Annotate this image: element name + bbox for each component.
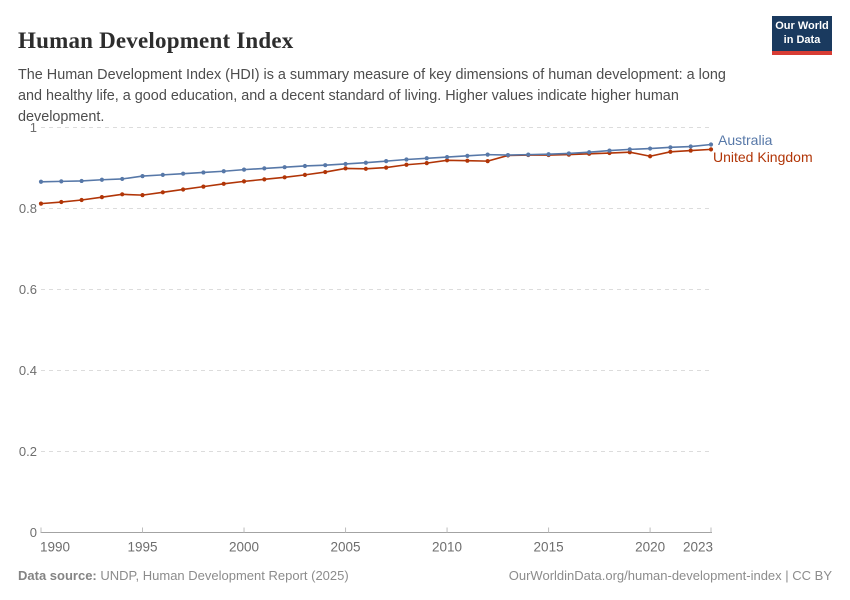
attribution-link[interactable]: OurWorldinData.org/human-development-ind…	[508, 568, 832, 583]
x-tick-label: 2020	[635, 540, 665, 555]
x-tick-label: 2023	[683, 540, 713, 555]
data-point-united-kingdom[interactable]	[262, 177, 267, 182]
data-point-australia[interactable]	[627, 147, 632, 152]
data-point-australia[interactable]	[262, 166, 267, 171]
x-axis: 1990 1995 2000 2005 2010 2015 2020 2023	[40, 527, 713, 555]
data-point-united-kingdom[interactable]	[363, 166, 368, 171]
data-point-australia[interactable]	[607, 148, 612, 153]
data-point-australia[interactable]	[241, 167, 247, 172]
data-point-united-kingdom[interactable]	[668, 149, 673, 154]
data-point-united-kingdom[interactable]	[120, 192, 125, 197]
y-tick-label: 1	[30, 120, 37, 135]
data-point-australia[interactable]	[302, 163, 308, 169]
data-point-united-kingdom[interactable]	[444, 158, 450, 163]
data-point-australia[interactable]	[505, 152, 511, 158]
data-point-united-kingdom[interactable]	[485, 159, 490, 164]
x-tick-label: 1990	[40, 540, 70, 555]
x-tick-label: 2015	[534, 540, 564, 555]
line-united-kingdom	[40, 148, 712, 205]
data-point-united-kingdom[interactable]	[38, 201, 44, 206]
data-point-united-kingdom[interactable]	[241, 179, 247, 184]
data-point-united-kingdom[interactable]	[708, 147, 714, 152]
chart-subtitle: The Human Development Index (HDI) is a s…	[18, 67, 726, 126]
data-point-united-kingdom[interactable]	[647, 154, 653, 159]
data-point-australia[interactable]	[485, 152, 490, 157]
data-point-australia[interactable]	[688, 144, 693, 149]
y-tick-label: 0.2	[19, 444, 37, 459]
data-point-australia[interactable]	[59, 179, 64, 184]
data-point-united-kingdom[interactable]	[59, 199, 64, 205]
data-point-united-kingdom[interactable]	[404, 162, 409, 167]
chart-footer: Data source: UNDP, Human Development Rep…	[18, 568, 832, 583]
data-point-united-kingdom[interactable]	[99, 195, 105, 200]
y-tick-label: 0.4	[19, 363, 37, 378]
data-point-united-kingdom[interactable]	[221, 181, 226, 186]
data-point-australia[interactable]	[587, 150, 592, 155]
data-point-united-kingdom[interactable]	[323, 169, 328, 175]
data-point-australia[interactable]	[363, 160, 368, 165]
data-point-united-kingdom[interactable]	[160, 190, 165, 195]
data-point-united-kingdom[interactable]	[465, 158, 470, 163]
data-point-australia[interactable]	[343, 161, 348, 167]
owid-logo[interactable]: Our World in Data	[772, 16, 832, 55]
data-point-australia[interactable]	[282, 165, 287, 170]
legend-item-australia[interactable]: Australia	[718, 132, 773, 148]
data-source-value: UNDP, Human Development Report (2025)	[100, 568, 349, 583]
data-point-australia[interactable]	[140, 174, 145, 179]
data-point-australia[interactable]	[668, 145, 673, 150]
data-point-australia[interactable]	[465, 153, 470, 158]
data-point-australia[interactable]	[160, 172, 165, 177]
owid-logo-line1: Our World	[775, 20, 829, 32]
data-point-australia[interactable]	[221, 169, 226, 174]
line-australia	[40, 143, 712, 183]
data-point-australia[interactable]	[323, 163, 328, 168]
y-axis: 0 0.2 0.4 0.6 0.8 1	[19, 120, 711, 540]
data-point-united-kingdom[interactable]	[343, 166, 348, 171]
y-tick-label: 0.6	[19, 282, 37, 297]
data-point-australia[interactable]	[120, 176, 125, 182]
data-point-australia[interactable]	[201, 170, 206, 175]
data-point-united-kingdom[interactable]	[140, 193, 145, 198]
x-tick-label: 2010	[432, 540, 462, 555]
data-point-united-kingdom[interactable]	[384, 165, 389, 170]
x-tick-label: 2000	[229, 540, 259, 555]
data-point-australia[interactable]	[546, 152, 551, 157]
data-source-label: Data source:	[18, 568, 97, 583]
data-point-united-kingdom[interactable]	[424, 161, 429, 166]
data-point-united-kingdom[interactable]	[181, 187, 186, 192]
data-point-united-kingdom[interactable]	[688, 148, 693, 153]
data-point-australia[interactable]	[38, 179, 44, 184]
data-point-australia[interactable]	[181, 171, 186, 176]
y-tick-label: 0	[30, 525, 37, 540]
data-point-australia[interactable]	[647, 146, 653, 151]
data-point-australia[interactable]	[384, 159, 389, 164]
page-title: Human Development Index	[18, 28, 294, 54]
data-point-australia[interactable]	[566, 151, 571, 156]
data-point-united-kingdom[interactable]	[302, 172, 308, 177]
y-tick-label: 0.8	[19, 201, 37, 216]
owid-logo-line2: in Data	[783, 33, 821, 46]
x-tick-label: 2005	[331, 540, 361, 555]
data-source-note: Data source: UNDP, Human Development Rep…	[18, 568, 349, 583]
data-point-united-kingdom[interactable]	[79, 197, 84, 203]
data-point-united-kingdom[interactable]	[201, 184, 206, 189]
data-point-australia[interactable]	[404, 157, 409, 162]
data-point-australia[interactable]	[79, 178, 84, 184]
series-australia[interactable]	[38, 142, 714, 184]
data-point-australia[interactable]	[708, 142, 714, 147]
data-point-australia[interactable]	[99, 177, 105, 182]
data-point-australia[interactable]	[526, 152, 531, 157]
data-point-australia[interactable]	[424, 156, 429, 161]
data-point-australia[interactable]	[444, 154, 450, 160]
legend-item-united-kingdom[interactable]: United Kingdom	[713, 149, 813, 165]
data-point-united-kingdom[interactable]	[282, 175, 287, 180]
x-tick-label: 1995	[127, 540, 157, 555]
